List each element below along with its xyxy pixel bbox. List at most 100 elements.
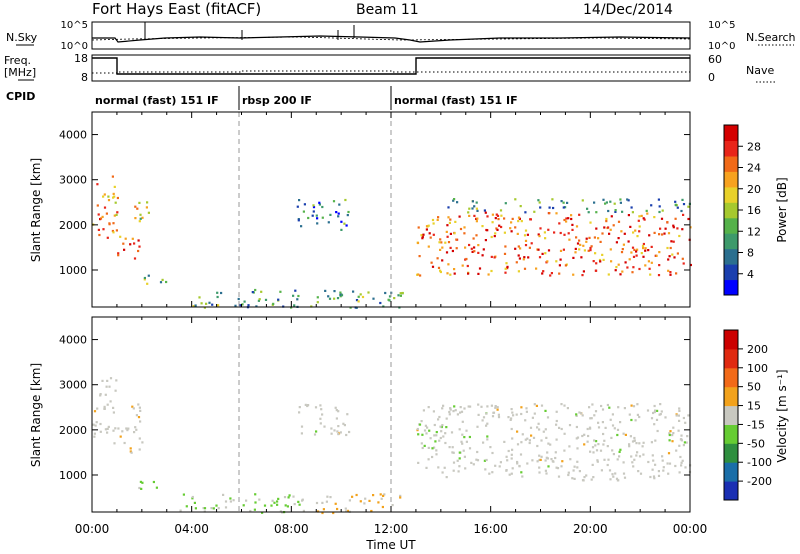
echo-cell xyxy=(538,235,541,238)
echo-cell xyxy=(134,205,137,208)
echo-cell xyxy=(528,439,531,442)
echo-cell xyxy=(138,406,141,409)
echo-cell xyxy=(658,233,661,236)
echo-cell xyxy=(511,411,514,414)
echo-cell xyxy=(680,464,683,467)
echo-cell xyxy=(316,222,319,225)
echo-cell xyxy=(352,290,355,293)
echo-cell xyxy=(428,232,431,235)
echo-cell xyxy=(497,218,500,221)
echo-cell xyxy=(459,227,463,231)
echo-cell xyxy=(628,445,631,448)
echo-cell xyxy=(421,235,424,238)
echo-cell xyxy=(631,246,635,249)
echo-cell xyxy=(348,430,351,434)
echo-cell xyxy=(473,205,476,208)
echo-cell xyxy=(672,226,675,229)
echo-cell xyxy=(636,451,639,454)
echo-cell xyxy=(524,419,527,422)
echo-cell xyxy=(475,207,478,210)
echo-cell xyxy=(113,442,116,445)
nsky-tick-bottom: 10^0 xyxy=(61,41,88,52)
echo-cell xyxy=(564,206,567,209)
echo-cell xyxy=(585,237,588,240)
echo-cell xyxy=(558,222,561,225)
echo-cell xyxy=(528,441,531,445)
echo-cell xyxy=(624,261,627,264)
echo-cell xyxy=(598,258,602,262)
echo-cell xyxy=(616,479,619,482)
echo-cell xyxy=(458,215,461,218)
echo-cell xyxy=(489,446,492,449)
echo-cell xyxy=(139,420,142,423)
echo-cell xyxy=(146,282,149,285)
echo-cell xyxy=(583,433,586,436)
echo-cell xyxy=(643,218,646,221)
echo-cell xyxy=(326,495,329,498)
echo-cell xyxy=(651,468,654,471)
echo-cell xyxy=(687,205,690,208)
echo-cell xyxy=(339,295,342,298)
echo-cell xyxy=(661,459,664,462)
echo-cell xyxy=(473,214,476,217)
echo-cell xyxy=(583,443,586,446)
echo-cell xyxy=(642,242,645,246)
echo-cell xyxy=(481,419,484,422)
echo-cell xyxy=(257,299,260,302)
echo-cell xyxy=(555,438,558,441)
echo-cell xyxy=(449,273,452,276)
echo-cell xyxy=(597,237,600,240)
echo-cell xyxy=(339,431,342,434)
echo-cell xyxy=(644,247,647,250)
echo-cell xyxy=(491,471,494,474)
y-tick-label: 2000 xyxy=(59,424,87,437)
echo-region xyxy=(416,403,692,482)
echo-cell xyxy=(509,227,512,230)
echo-cell xyxy=(638,225,641,228)
date-label: 14/Dec/2014 xyxy=(583,2,673,18)
echo-cell xyxy=(552,206,555,210)
echo-cell xyxy=(452,199,455,202)
echo-cell xyxy=(560,200,563,203)
echo-cell xyxy=(343,424,346,427)
echo-cell xyxy=(558,272,561,275)
echo-cell xyxy=(446,224,449,227)
echo-cell xyxy=(633,436,636,440)
echo-cell xyxy=(486,438,489,441)
echo-cell xyxy=(587,434,590,438)
echo-cell xyxy=(438,241,441,244)
echo-cell xyxy=(296,205,299,208)
echo-cell xyxy=(216,295,219,299)
echo-cell xyxy=(647,249,650,252)
echo-cell xyxy=(254,493,257,496)
echo-cell xyxy=(463,232,466,235)
echo-cell xyxy=(628,443,631,446)
echo-cell xyxy=(123,441,126,445)
echo-cell xyxy=(302,210,305,213)
echo-cell xyxy=(482,248,485,251)
echo-cell xyxy=(446,272,449,275)
echo-cell xyxy=(112,231,115,234)
echo-cell xyxy=(432,410,435,413)
echo-cell xyxy=(611,473,614,476)
echo-cell xyxy=(550,458,553,461)
echo-region xyxy=(447,198,691,214)
echo-cell xyxy=(92,423,95,426)
echo-cell xyxy=(425,466,428,469)
echo-cell xyxy=(277,497,280,500)
echo-cell xyxy=(470,461,473,464)
colorbar-swatch xyxy=(724,279,738,296)
echo-cell xyxy=(436,218,439,221)
echo-cell xyxy=(574,247,577,250)
echo-cell xyxy=(589,249,592,252)
echo-cell xyxy=(520,471,523,474)
echo-cell xyxy=(418,423,422,426)
echo-cell xyxy=(594,444,597,447)
echo-cell xyxy=(626,266,629,269)
echo-cell xyxy=(516,460,519,464)
echo-cell xyxy=(530,242,533,245)
echo-cell xyxy=(333,297,336,300)
echo-cell xyxy=(504,202,507,205)
echo-cell xyxy=(668,255,671,258)
echo-cell xyxy=(210,507,213,510)
